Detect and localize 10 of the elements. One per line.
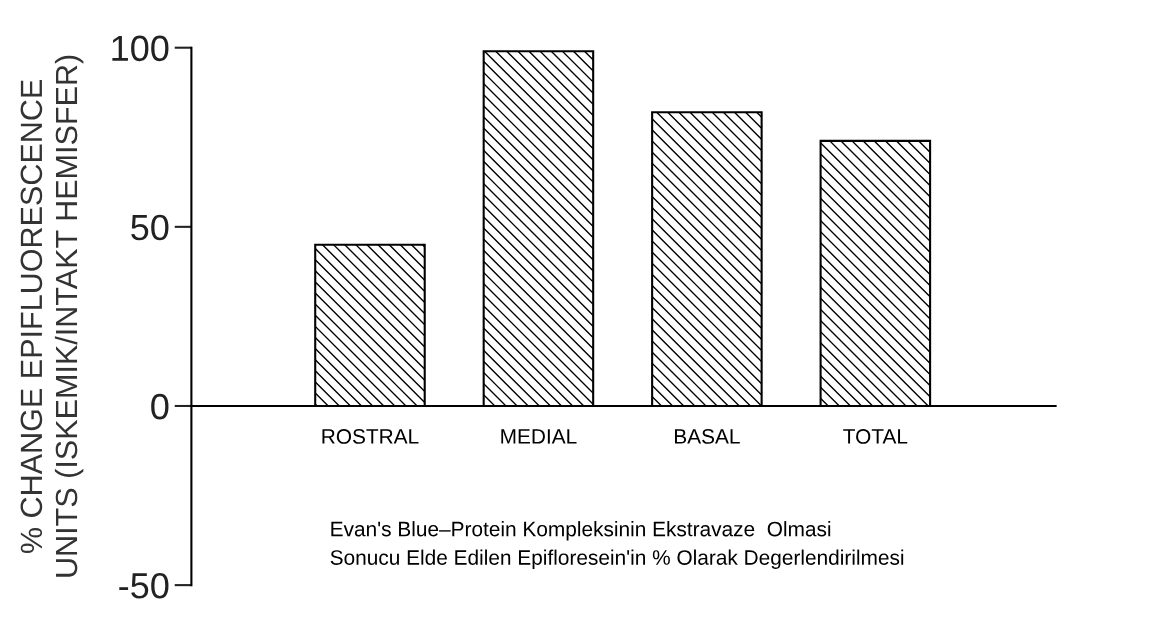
x-tick-label: ROSTRAL — [322, 429, 419, 444]
y-tick-label: 100 — [112, 35, 169, 62]
x-tick-label: BASAL — [675, 429, 740, 444]
x-tick-label: TOTAL — [843, 429, 908, 444]
annotation: Evan's Blue–Protein Kompleksinin Ekstravaze Olmasi Sonucu Elde Edilen Epifloresein'in % Olarak Degerlendirilmesi — [330, 521, 904, 569]
y-tick-label: -50 — [119, 572, 169, 599]
x-tick-label: MEDIAL — [501, 429, 577, 444]
y-tick-label: 50 — [131, 214, 169, 241]
y-axis-title: % CHANGE EPIFLUORESCENCE UNITS (ISKEMIK/INTAKT HEMISFER) — [20, 55, 84, 577]
y-tick-label: 0 — [151, 393, 169, 420]
